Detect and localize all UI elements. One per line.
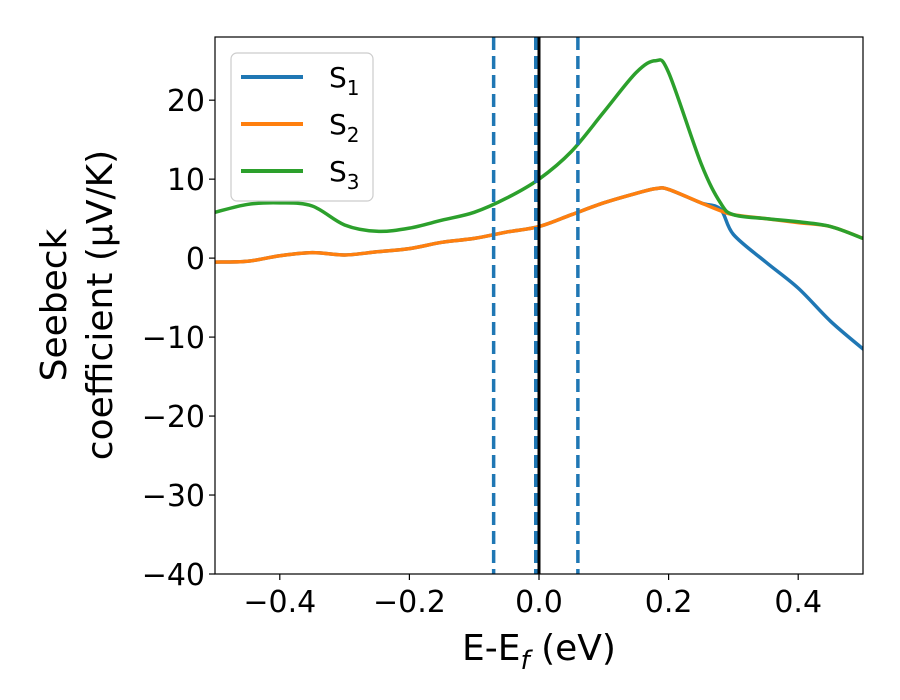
y-axis-title-line1: Seebeck — [34, 228, 75, 381]
plot-area — [215, 37, 863, 574]
series-line-s3 — [215, 58, 863, 241]
x-tick-label: 0.2 — [645, 585, 693, 620]
y-axis-title-line2: coefficient (μV/K) — [80, 150, 121, 460]
x-axis-title-main: E-E — [462, 628, 520, 669]
y-tick-label: 0 — [186, 242, 205, 277]
x-tick-label: −0.4 — [243, 585, 316, 620]
y-tick-label: 10 — [167, 163, 205, 198]
legend-box — [230, 52, 374, 202]
y-tick-label: 20 — [167, 84, 205, 119]
x-axis-title-unit: (eV) — [530, 628, 616, 669]
y-tick-label: −10 — [142, 321, 205, 356]
x-axis: −0.4 −0.2 0.0 0.2 0.4 — [243, 574, 822, 620]
x-tick-label: 0.0 — [515, 585, 563, 620]
legend-label-s2: S2 — [329, 108, 360, 147]
x-axis-title: E-Ef (eV) — [462, 628, 616, 676]
y-tick-label: −40 — [142, 558, 205, 593]
legend: S1 S2 S3 — [230, 52, 374, 202]
y-axis: −40 −30 −20 −10 0 10 20 — [142, 84, 215, 593]
x-tick-label: −0.2 — [373, 585, 446, 620]
y-tick-label: −30 — [142, 479, 205, 514]
x-tick-label: 0.4 — [774, 585, 822, 620]
y-tick-label: −20 — [142, 400, 205, 435]
legend-label-s3: S3 — [329, 155, 360, 194]
legend-label-s1: S1 — [329, 61, 360, 100]
